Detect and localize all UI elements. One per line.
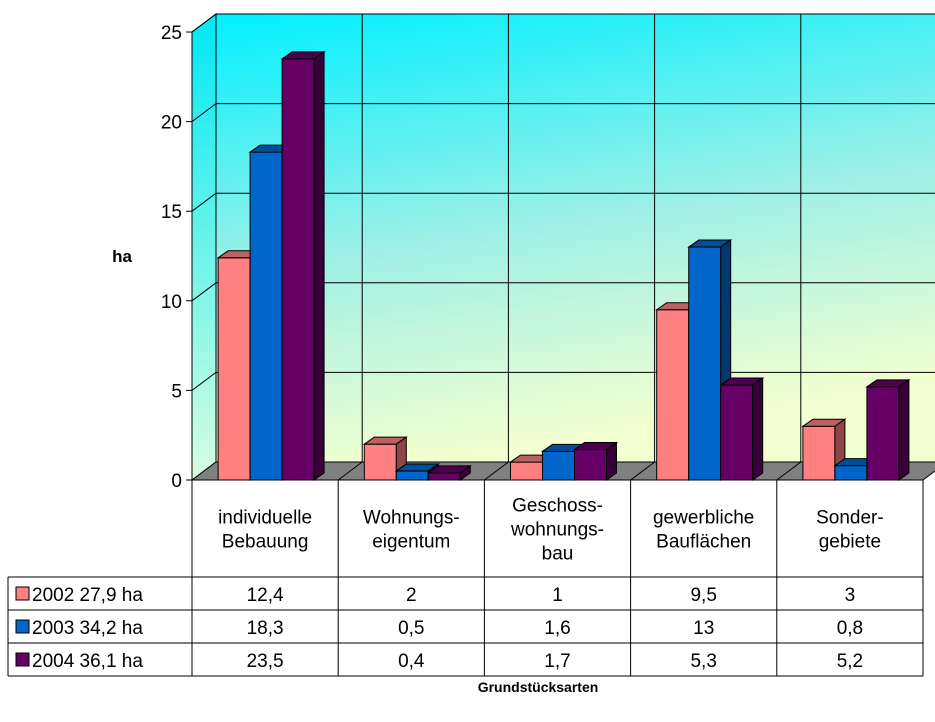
data-label: 1 xyxy=(552,585,563,606)
bar-front xyxy=(510,461,543,481)
data-label: 5,3 xyxy=(690,651,716,672)
bar-front xyxy=(656,309,690,481)
y-axis-label: ha xyxy=(112,247,132,266)
back-wall xyxy=(215,13,935,463)
bar-front xyxy=(217,257,251,481)
bar xyxy=(572,441,619,481)
data-table: individuelle Bebauung Wohnungs-eigentum Ges… xyxy=(7,480,924,677)
bar-side xyxy=(459,464,471,481)
data-label: 12,4 xyxy=(247,585,284,606)
bar xyxy=(719,377,765,481)
y-tick-label: 0 xyxy=(171,471,182,492)
legend-swatch xyxy=(15,586,30,601)
legend-label: 2003 34,2 ha xyxy=(32,618,143,639)
category-label: gewerbliche xyxy=(653,508,754,529)
legend-swatch xyxy=(15,619,30,634)
category-label: wohnungs- xyxy=(510,520,604,541)
bar-front xyxy=(802,425,836,481)
bar-front xyxy=(834,465,868,481)
category-label: Geschoss- xyxy=(512,496,603,517)
legend-label: 2004 36,1 ha xyxy=(32,651,143,672)
bar xyxy=(801,418,847,481)
legend-label: 2002 27,9 ha xyxy=(32,585,143,606)
data-label: 9,5 xyxy=(690,585,716,606)
bar-side xyxy=(898,378,910,481)
data-label: 1,7 xyxy=(544,651,570,672)
data-label: 2 xyxy=(406,585,417,606)
data-label: 18,3 xyxy=(247,618,284,639)
data-label: 0,5 xyxy=(398,618,424,639)
bar-front xyxy=(542,450,575,481)
bar-front xyxy=(688,246,722,481)
plot-area xyxy=(190,13,935,481)
bar-front xyxy=(427,472,461,481)
bar-front xyxy=(249,151,283,481)
y-tick-label: 5 xyxy=(171,381,182,402)
gridline xyxy=(191,103,935,122)
gridline xyxy=(191,13,935,33)
x-axis-label: Grundstücksarten xyxy=(478,679,599,695)
floor-divider xyxy=(337,461,363,481)
bar xyxy=(280,50,326,481)
bar xyxy=(865,378,911,481)
y-tick-label: 10 xyxy=(161,292,182,313)
category-label: individuelle xyxy=(218,508,312,529)
data-label: 13 xyxy=(693,618,714,639)
bar-front xyxy=(363,443,397,481)
category-label: Bebauung xyxy=(222,532,309,553)
y-axis: 0 5 10 15 20 25 xyxy=(161,23,193,492)
category-label: eigentum xyxy=(372,532,450,553)
data-label: 1,6 xyxy=(544,618,570,639)
bar-side xyxy=(752,377,764,481)
data-label: 23,5 xyxy=(247,651,284,672)
bar-front xyxy=(395,470,429,481)
category-label: Bauflächen xyxy=(656,532,751,553)
category-label: bau xyxy=(542,544,574,565)
side-wall xyxy=(191,13,217,481)
bar-front xyxy=(720,384,754,481)
bar-front xyxy=(281,58,315,481)
bar-side xyxy=(606,441,617,481)
data-label: 0,8 xyxy=(837,618,863,639)
category-label: Wohnungs- xyxy=(363,508,460,529)
data-label: 3 xyxy=(845,585,856,606)
category-label: Sonder- xyxy=(816,508,884,529)
floor-divider xyxy=(484,461,509,481)
legend-swatch xyxy=(15,652,30,667)
y-tick-label: 15 xyxy=(161,202,182,223)
bar-side xyxy=(313,50,325,481)
bar-front xyxy=(574,449,607,481)
gridline xyxy=(191,192,935,212)
data-label: 0,4 xyxy=(398,651,425,672)
y-tick-label: 25 xyxy=(161,23,182,44)
floor-divider xyxy=(776,461,802,481)
bar-front xyxy=(866,386,900,481)
floor-divider xyxy=(630,461,655,481)
bar xyxy=(426,464,472,481)
category-label: gebiete xyxy=(819,532,881,553)
data-label: 5,2 xyxy=(837,651,863,672)
y-tick-label: 20 xyxy=(161,113,182,134)
bars xyxy=(216,50,911,481)
